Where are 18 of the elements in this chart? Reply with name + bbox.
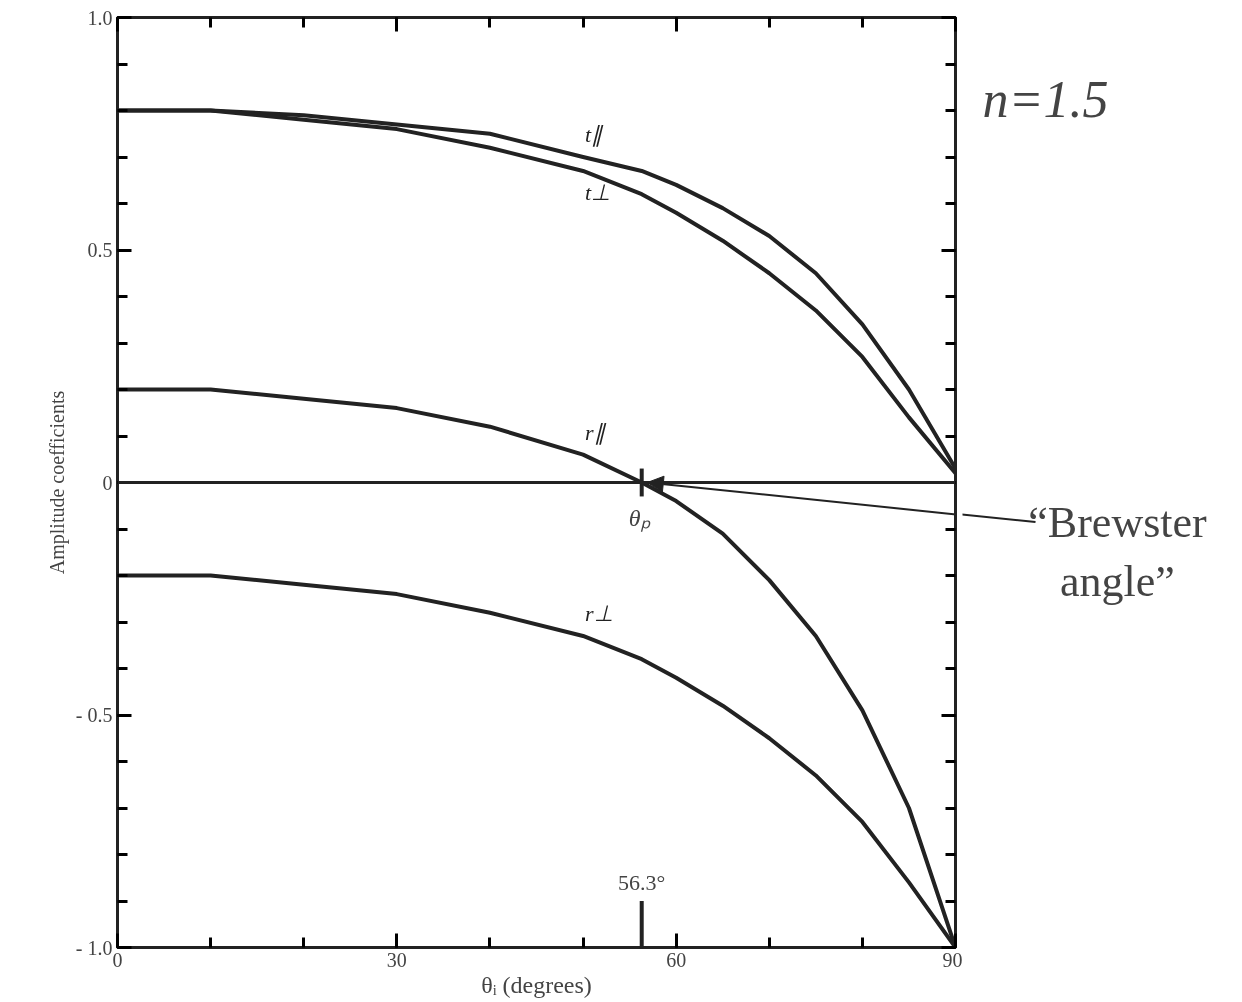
text: n=1.5 xyxy=(982,70,1109,128)
x-tick-label: 30 xyxy=(386,948,407,971)
y-tick-label: 0.5 xyxy=(87,239,113,261)
y-axis-title: Amplitude coefficients xyxy=(45,390,69,575)
y-tick-label: - 1.0 xyxy=(75,936,113,959)
y-tick-label: - 0.5 xyxy=(75,704,113,726)
y-tick-label: 0 xyxy=(102,471,113,494)
series-label: t∥ xyxy=(585,122,605,147)
x-axis-title: θᵢ (degrees) xyxy=(481,971,592,998)
x-tick-label: 90 xyxy=(942,948,963,971)
series-label: r∥ xyxy=(585,419,607,445)
series-label: t⊥ xyxy=(585,179,611,205)
annotation: 56.3° xyxy=(618,870,666,895)
annotation: “Brewster angle” xyxy=(1028,498,1208,606)
series-label: r⊥ xyxy=(585,600,613,626)
x-tick-label: 60 xyxy=(666,948,687,971)
y-tick-label: 1.0 xyxy=(87,6,113,29)
annotation: θₚ xyxy=(628,504,651,532)
